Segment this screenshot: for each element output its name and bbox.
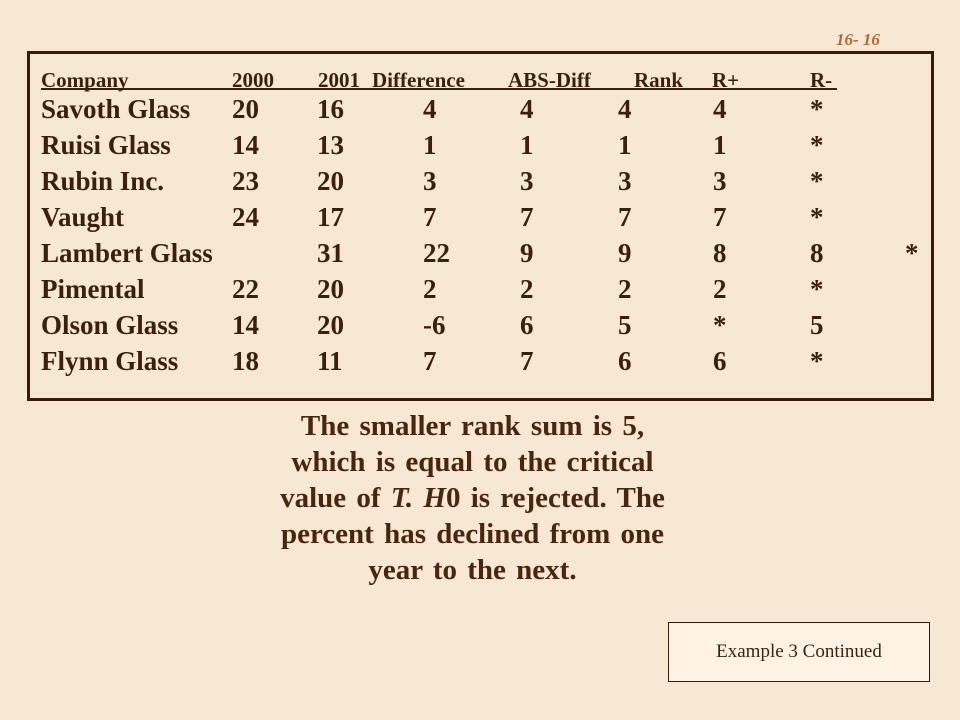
cell-r-plus: 7 xyxy=(713,202,727,232)
cell-2001: 16 xyxy=(317,94,344,124)
cell-rank: 1 xyxy=(618,130,632,160)
cell-company: Vaught xyxy=(41,202,125,232)
cell-r-plus: 3 xyxy=(713,166,727,196)
example-label-text: Example 3 Continued xyxy=(716,641,882,662)
cell-company: Lambert Glass xyxy=(41,238,213,268)
cell-abs-diff: 4 xyxy=(520,94,534,124)
caption-symbol-h: H xyxy=(423,482,446,514)
caption-line: value of T. H0 is rejected. The xyxy=(200,480,745,516)
cell-abs-diff: 7 xyxy=(520,202,534,232)
caption-space xyxy=(413,482,423,514)
cell-difference: 1 xyxy=(423,130,437,160)
cell-2001: 17 xyxy=(317,202,344,232)
cell-r-minus: * xyxy=(810,202,824,232)
cell-r-minus: * xyxy=(810,346,824,376)
cell-r-minus: * xyxy=(810,274,824,304)
cell-r-minus: * xyxy=(810,130,824,160)
cell-2001: 20 xyxy=(317,310,344,340)
cell-r-minus: * xyxy=(810,94,824,124)
cell-difference: 3 xyxy=(423,166,437,196)
cell-abs-diff: 1 xyxy=(520,130,534,160)
data-table: Company 2000 2001 Difference ABS-Diff Ra… xyxy=(27,51,934,401)
cell-2000: 24 xyxy=(232,202,259,232)
cell-company: Rubin Inc. xyxy=(41,166,165,196)
cell-2001: 22 xyxy=(423,238,450,268)
cell-2001: 13 xyxy=(317,130,344,160)
cell-abs-diff: 9 xyxy=(618,238,632,268)
caption-line: which is equal to the critical xyxy=(291,446,654,478)
example-label: Example 3 Continued xyxy=(668,622,930,682)
cell-2000: 18 xyxy=(232,346,259,376)
cell-rank: 7 xyxy=(618,202,632,232)
cell-abs-diff: 3 xyxy=(520,166,534,196)
cell-r-minus: 5 xyxy=(810,310,824,340)
cell-abs-diff: 7 xyxy=(520,346,534,376)
conclusion-text: The smaller rank sum is 5, which is equa… xyxy=(200,408,745,588)
cell-difference: 7 xyxy=(423,346,437,376)
cell-2000: 31 xyxy=(317,238,344,268)
cell-r-plus: 4 xyxy=(713,94,727,124)
cell-2000: 23 xyxy=(232,166,259,196)
cell-rank: 2 xyxy=(618,274,632,304)
cell-r-plus: 8 xyxy=(810,238,824,268)
cell-rank: 5 xyxy=(618,310,632,340)
cell-2000: 14 xyxy=(232,310,259,340)
cell-abs-diff: 6 xyxy=(520,310,534,340)
caption-line: The smaller rank sum is 5, xyxy=(300,410,645,442)
cell-2000: 20 xyxy=(232,94,259,124)
cell-r-plus: 2 xyxy=(713,274,727,304)
caption-symbol-t: T. xyxy=(390,482,414,514)
cell-r-plus: * xyxy=(713,310,727,340)
cell-r-plus: 6 xyxy=(713,346,727,376)
slide-number: 16- 16 xyxy=(836,30,880,49)
cell-company: Ruisi Glass xyxy=(41,130,171,160)
caption-text: value of xyxy=(280,482,391,514)
caption-line: year to the next. xyxy=(368,554,577,586)
cell-difference: 2 xyxy=(423,274,437,304)
cell-2000: 14 xyxy=(232,130,259,160)
cell-2001: 20 xyxy=(317,274,344,304)
cell-2001: 20 xyxy=(317,166,344,196)
cell-2001: 11 xyxy=(317,346,343,376)
caption-text: 0 is rejected. The xyxy=(445,482,665,514)
cell-abs-diff: 2 xyxy=(520,274,534,304)
cell-rank: 4 xyxy=(618,94,632,124)
cell-r-plus: 1 xyxy=(713,130,727,160)
cell-r-minus: * xyxy=(905,238,919,268)
cell-difference: -6 xyxy=(423,310,446,340)
cell-company: Olson Glass xyxy=(41,310,179,340)
cell-difference: 7 xyxy=(423,202,437,232)
cell-rank: 8 xyxy=(713,238,727,268)
cell-r-minus: * xyxy=(810,166,824,196)
cell-difference: 9 xyxy=(520,238,534,268)
header-underline xyxy=(41,88,837,90)
cell-2000: 22 xyxy=(232,274,259,304)
header-r-minus: R- xyxy=(810,68,833,92)
cell-rank: 3 xyxy=(618,166,632,196)
caption-line: percent has declined from one xyxy=(280,518,665,550)
cell-rank: 6 xyxy=(618,346,632,376)
cell-company: Savoth Glass xyxy=(41,94,191,124)
cell-difference: 4 xyxy=(423,94,437,124)
cell-company: Flynn Glass xyxy=(41,346,179,376)
cell-company: Pimental xyxy=(41,274,145,304)
